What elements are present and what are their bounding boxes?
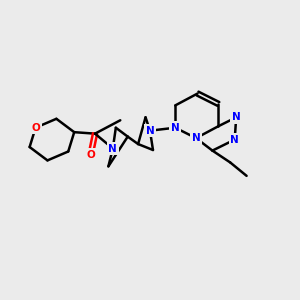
- Text: N: N: [192, 133, 200, 143]
- Text: O: O: [86, 150, 95, 160]
- Text: N: N: [109, 143, 117, 154]
- Text: N: N: [171, 123, 180, 133]
- Text: N: N: [230, 135, 239, 145]
- Text: N: N: [232, 112, 241, 122]
- Text: O: O: [31, 123, 40, 133]
- Text: N: N: [146, 126, 154, 136]
